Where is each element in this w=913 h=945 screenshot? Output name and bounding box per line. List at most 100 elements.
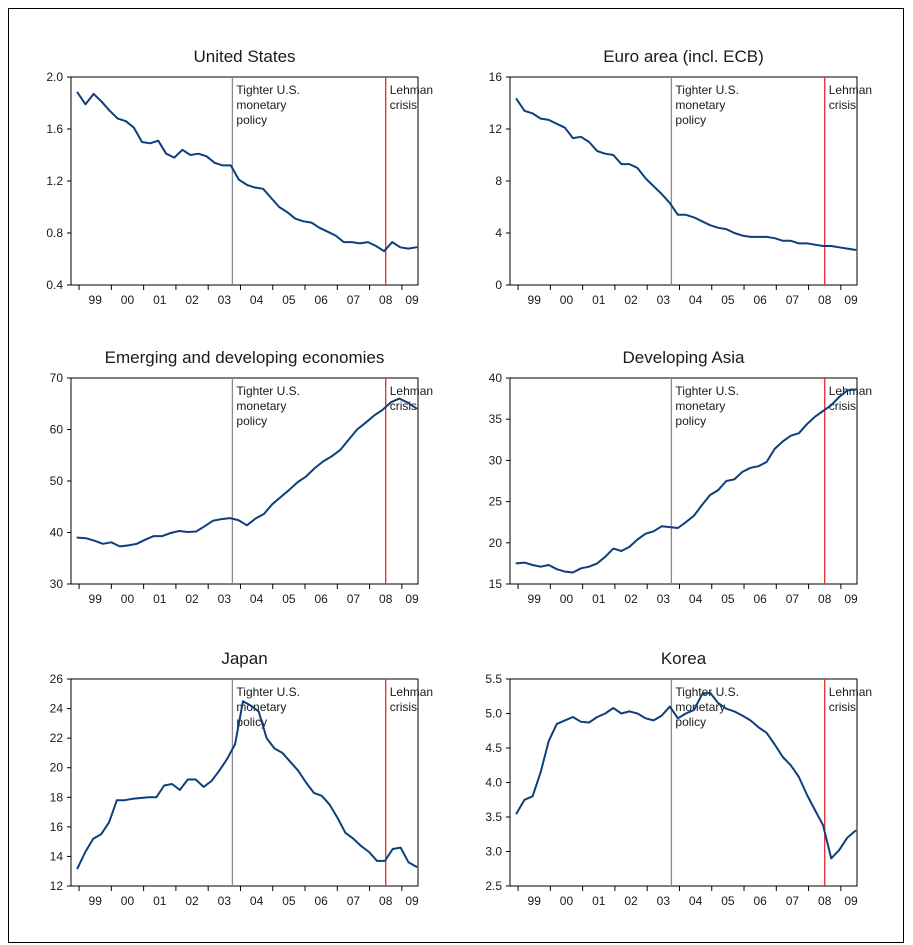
x-tick-label: 01 [153,894,167,908]
y-tick-label: 60 [50,423,64,437]
x-tick-label: 08 [818,592,832,606]
x-tick-label: 07 [786,894,800,908]
x-tick-label: 01 [153,592,167,606]
y-tick-label: 24 [50,702,64,716]
x-tick-label: 02 [185,293,199,307]
x-tick-label: 01 [592,894,606,908]
x-tick-label: 02 [624,894,638,908]
policy-tightening-label: Tighter U.S. monetary policy [675,384,739,428]
plot-area-frame [70,678,419,887]
policy-tightening-label: Tighter U.S. monetary policy [236,83,300,127]
y-tick-label: 1.2 [46,174,63,188]
policy-tightening-label: Tighter U.S. monetary policy [236,384,300,428]
series-line [515,98,857,251]
x-tick-label: 08 [818,894,832,908]
y-tick-label: 0.8 [46,226,63,240]
marker-label-line: crisis [390,399,417,413]
x-tick-label: 02 [624,592,638,606]
y-tick-label: 12 [489,122,503,136]
marker-label-line: monetary [675,399,725,413]
y-tick-label: 3.5 [485,810,502,824]
y-tick-label: 2.0 [46,70,63,84]
marker-label-line: crisis [829,399,856,413]
y-tick-label: 5.5 [485,672,502,686]
x-tick-label: 04 [250,894,264,908]
series-line [515,388,857,574]
x-tick-label: 04 [689,592,703,606]
marker-label-line: policy [675,715,706,729]
chart-title: Emerging and developing economies [105,348,385,367]
x-tick-label: 00 [121,293,135,307]
policy-tightening-label: Tighter U.S. monetary policy [675,83,739,127]
x-tick-label: 09 [405,293,419,307]
marker-label-line: Tighter U.S. [675,83,739,97]
y-tick-label: 20 [489,536,503,550]
x-tick-label: 09 [405,894,419,908]
marker-label-line: policy [236,113,267,127]
y-tick-label: 30 [50,577,64,591]
x-tick-label: 05 [282,293,296,307]
y-tick-label: 70 [50,371,64,385]
y-tick-label: 15 [489,577,503,591]
lehman-crisis-label: Lehman crisis [829,685,872,714]
x-tick-label: 06 [314,293,328,307]
x-tick-label: 06 [314,592,328,606]
x-tick-label: 08 [818,293,832,307]
x-tick-label: 08 [379,894,393,908]
x-tick-label: 99 [89,592,103,606]
marker-label-line: policy [675,113,706,127]
chart-title: United States [193,47,295,66]
series-line [515,691,857,860]
policy-tightening-label: Tighter U.S. monetary policy [675,685,739,729]
x-tick-label: 02 [624,293,638,307]
chart-title: Euro area (incl. ECB) [603,47,764,66]
x-tick-label: 07 [347,894,361,908]
x-tick-label: 03 [218,894,232,908]
x-tick-label: 00 [121,894,135,908]
y-tick-label: 4 [495,226,502,240]
lehman-crisis-label: Lehman crisis [829,83,872,112]
lehman-crisis-label: Lehman crisis [829,384,872,413]
y-tick-label: 1.6 [46,122,63,136]
x-tick-label: 03 [657,894,671,908]
marker-label-line: policy [675,414,706,428]
x-tick-label: 02 [185,592,199,606]
marker-label-line: Tighter U.S. [236,685,300,699]
series-line [76,91,418,253]
x-tick-label: 99 [528,894,542,908]
x-tick-label: 99 [89,894,103,908]
y-tick-label: 26 [50,672,64,686]
y-tick-label: 50 [50,474,64,488]
marker-label-line: crisis [390,700,417,714]
y-tick-label: 5.0 [485,707,502,721]
x-tick-label: 99 [528,592,542,606]
x-tick-label: 03 [218,293,232,307]
x-tick-label: 01 [153,293,167,307]
x-tick-label: 99 [528,293,542,307]
marker-label-line: Lehman [829,83,872,97]
chart-panel-5: Japan 12 14 16 18 20 22 24 26 99 00 01 02 03 04 05 06 07 0… [50,649,433,908]
x-tick-label: 05 [721,894,735,908]
y-tick-label: 40 [50,526,64,540]
marker-label-line: Lehman [829,685,872,699]
x-tick-label: 07 [786,293,800,307]
y-tick-label: 0 [495,278,502,292]
marker-label-line: Lehman [390,83,433,97]
chart-title: Japan [221,649,267,668]
chart-title: Developing Asia [623,348,745,367]
x-tick-label: 05 [282,894,296,908]
x-tick-label: 09 [844,894,858,908]
policy-tightening-label: Tighter U.S. monetary policy [236,685,300,729]
marker-label-line: Tighter U.S. [675,384,739,398]
figure-frame [8,8,904,943]
marker-label-line: Lehman [390,384,433,398]
marker-label-line: monetary [675,700,725,714]
y-tick-label: 3.0 [485,845,502,859]
marker-label-line: crisis [829,98,856,112]
marker-label-line: crisis [829,700,856,714]
marker-label-line: Tighter U.S. [236,83,300,97]
x-tick-label: 06 [314,894,328,908]
chart-panel-1: United States 0.4 0.8 1.2 1.6 2.0 99 00 01 02 03 04… [46,47,433,307]
marker-label-line: Tighter U.S. [675,685,739,699]
